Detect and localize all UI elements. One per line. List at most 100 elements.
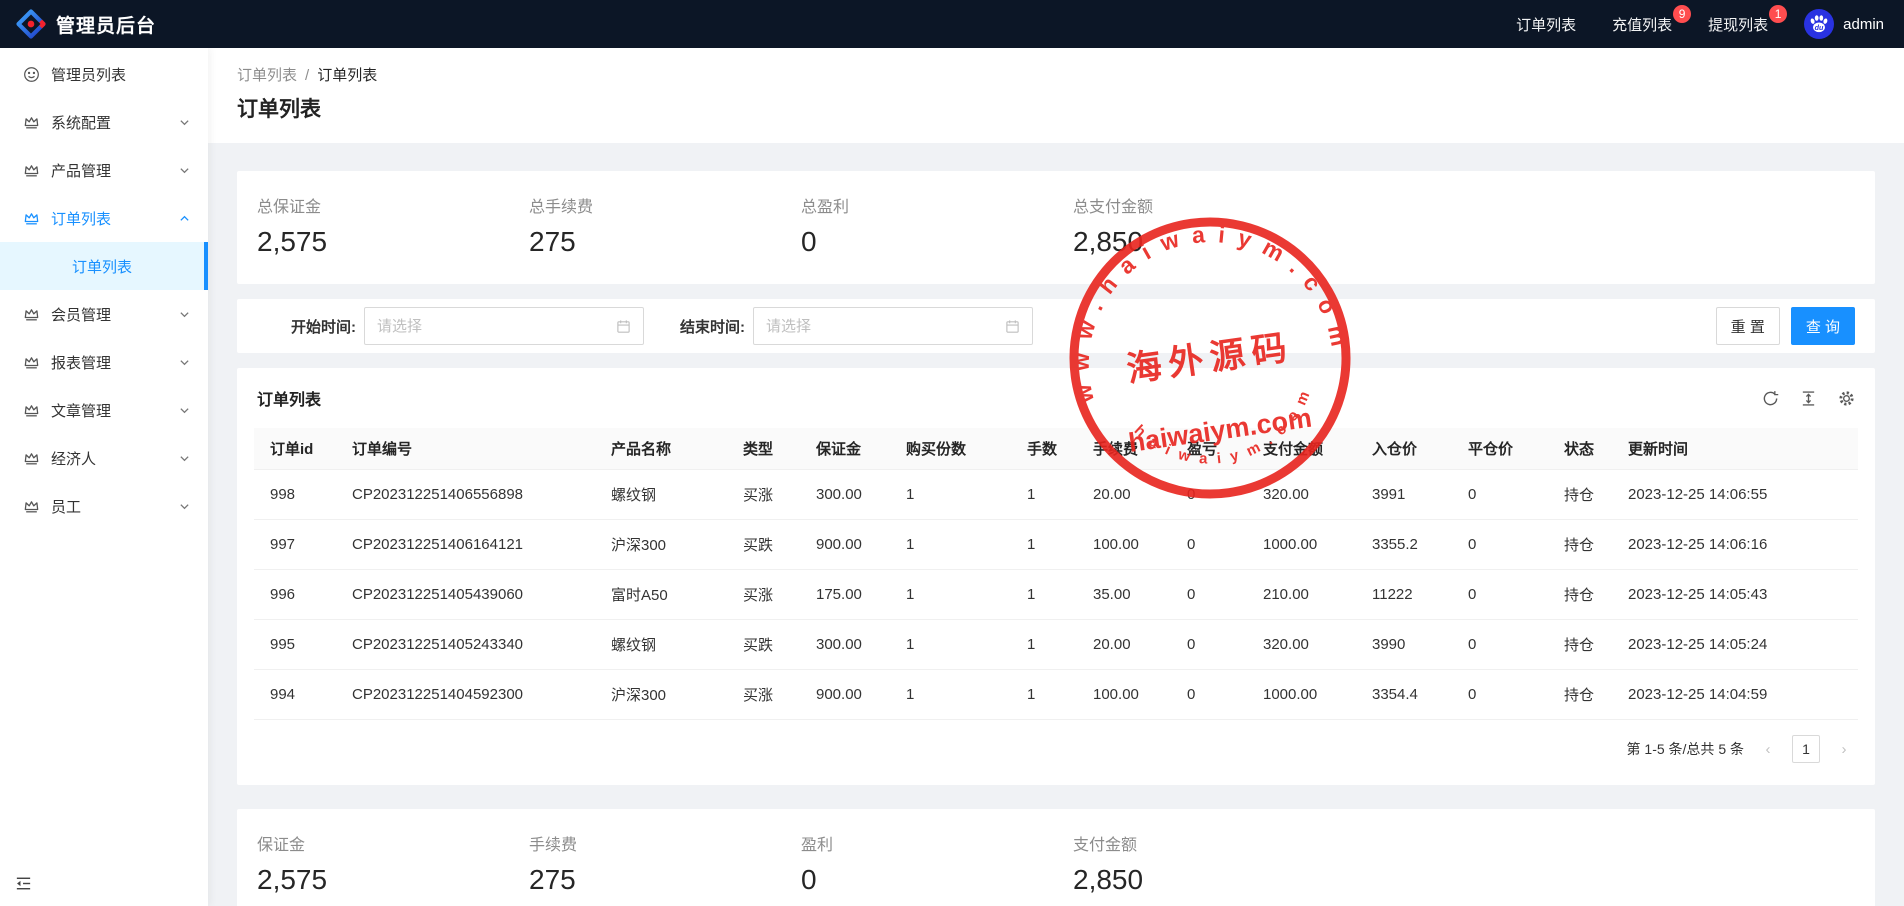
stat-label: 支付金额: [1073, 837, 1138, 854]
filter-bar: 开始时间: 结束时间: 重 置 查 询: [237, 299, 1875, 353]
nav-item-recharge-list[interactable]: 充值列表 9: [1612, 4, 1692, 35]
pagination: 第 1-5 条/总共 5 条 ‹ 1 ›: [237, 720, 1875, 781]
smiley-icon: [23, 66, 40, 83]
table-cell: 买涨: [727, 569, 800, 620]
sidebar-item-admin-list[interactable]: 管理员列表: [0, 50, 208, 98]
menu-fold-icon[interactable]: [14, 874, 33, 898]
stat-label: 总保证金: [257, 199, 322, 216]
orders-card-header: 订单列表: [237, 368, 1875, 428]
table-cell: 1000.00: [1247, 669, 1356, 720]
user-menu[interactable]: du admin: [1804, 9, 1884, 39]
stat-value: 2,575: [257, 226, 328, 257]
end-time-label: 结束时间:: [680, 318, 745, 336]
calendar-icon[interactable]: [616, 319, 631, 334]
table-cell: 3990: [1356, 619, 1452, 670]
refresh-icon[interactable]: [1762, 390, 1779, 407]
sidebar-item-staff[interactable]: 员工: [0, 482, 208, 530]
top-stats-card: 总保证金 2,575 总手续费 275 总盈利 0 总支付金额 2,850: [237, 171, 1875, 284]
column-header: 盈亏: [1171, 428, 1247, 470]
search-button[interactable]: 查 询: [1790, 307, 1855, 345]
table-cell: 0: [1171, 569, 1247, 620]
sidebar-subitem-label: 订单列表: [72, 258, 133, 276]
breadcrumb-parent[interactable]: 订单列表: [237, 67, 298, 84]
column-header: 类型: [727, 428, 800, 470]
table-cell: 210.00: [1247, 569, 1356, 620]
table-cell: 买涨: [727, 669, 800, 720]
table-cell: 螺纹钢: [595, 469, 727, 520]
recharge-badge: 9: [1673, 4, 1692, 23]
chevron-up-icon: [179, 213, 190, 224]
sidebar-item-order-list[interactable]: 订单列表: [0, 194, 208, 242]
sidebar-item-report-manage[interactable]: 报表管理: [0, 338, 208, 386]
stat-label: 总盈利: [801, 199, 850, 216]
sidebar-item-broker[interactable]: 经济人: [0, 434, 208, 482]
column-header: 购买份数: [890, 428, 1011, 470]
table-cell: 1: [1011, 669, 1077, 720]
table-cell: 1: [890, 619, 1011, 670]
column-header: 更新时间: [1612, 428, 1858, 470]
stat-value: 275: [529, 226, 576, 257]
settings-gear-icon[interactable]: [1838, 390, 1855, 407]
sidebar-item-member-manage[interactable]: 会员管理: [0, 290, 208, 338]
sidebar-subitem-order-list[interactable]: 订单列表: [0, 242, 208, 290]
crown-icon: [23, 354, 40, 371]
chevron-down-icon: [179, 405, 190, 416]
table-cell: 1: [1011, 569, 1077, 620]
table-cell: 2023-12-25 14:06:55: [1612, 469, 1858, 520]
sidebar-item-label: 管理员列表: [51, 66, 127, 84]
sidebar-item-label: 产品管理: [51, 162, 112, 180]
end-date-input[interactable]: [766, 317, 1005, 335]
table-row: 998 CP202312251406556898 螺纹钢 买涨 300.00 1…: [254, 469, 1858, 520]
sidebar-item-system-config[interactable]: 系统配置: [0, 98, 208, 146]
table-cell: 沪深300: [595, 519, 727, 570]
table-cell: 320.00: [1247, 619, 1356, 670]
reset-button[interactable]: 重 置: [1715, 307, 1780, 345]
table-cell: 0: [1171, 469, 1247, 520]
stat-value: 0: [801, 226, 817, 257]
stat-label: 总支付金额: [1073, 199, 1154, 216]
table-cell: 300.00: [800, 469, 890, 520]
stat-margin: 保证金 2,575: [257, 831, 529, 896]
crown-icon: [23, 306, 40, 323]
column-header: 手数: [1011, 428, 1077, 470]
stat-value: 275: [529, 864, 576, 895]
table-row: 994 CP202312251404592300 沪深300 买涨 900.00…: [254, 669, 1858, 720]
page-number[interactable]: 1: [1792, 735, 1820, 763]
table-cell: 2023-12-25 14:05:43: [1612, 569, 1858, 620]
next-page-arrow[interactable]: ›: [1841, 740, 1847, 758]
end-date-picker[interactable]: [753, 307, 1033, 345]
crown-icon: [23, 210, 40, 227]
table-cell: 996: [254, 569, 336, 620]
sidebar: 管理员列表 系统配置 产品管理 订单列表 订单列表: [0, 48, 208, 906]
brand: 管理员后台: [0, 9, 156, 39]
column-header: 支付金额: [1247, 428, 1356, 470]
table-cell: 1000.00: [1247, 519, 1356, 570]
stat-total-fee: 总手续费 275: [529, 193, 801, 258]
prev-page-arrow[interactable]: ‹: [1765, 740, 1771, 758]
start-date-input[interactable]: [377, 317, 616, 335]
breadcrumb-separator: /: [305, 67, 310, 84]
page-header: 订单列表 / 订单列表 订单列表: [208, 48, 1904, 143]
avatar: du: [1804, 9, 1835, 39]
stat-label: 盈利: [801, 837, 834, 854]
table-cell: CP202312251405243340: [336, 619, 595, 670]
calendar-icon[interactable]: [1005, 319, 1020, 334]
table-cell: 0: [1452, 519, 1548, 570]
column-header: 状态: [1548, 428, 1612, 470]
crown-icon: [23, 162, 40, 179]
nav-item-withdraw-list[interactable]: 提现列表 1: [1708, 4, 1788, 35]
table-cell: 2023-12-25 14:05:24: [1612, 619, 1858, 670]
table-cell: 0: [1452, 669, 1548, 720]
row-height-icon[interactable]: [1800, 390, 1817, 407]
table-cell: 20.00: [1077, 469, 1171, 520]
start-date-picker[interactable]: [364, 307, 644, 345]
chevron-down-icon: [179, 309, 190, 320]
table-cell: 3991: [1356, 469, 1452, 520]
chevron-down-icon: [179, 453, 190, 464]
stat-total-profit: 总盈利 0: [801, 193, 1073, 258]
sidebar-item-article-manage[interactable]: 文章管理: [0, 386, 208, 434]
table-row: 995 CP202312251405243340 螺纹钢 买跌 300.00 1…: [254, 619, 1858, 670]
nav-item-order-list[interactable]: 订单列表: [1516, 16, 1577, 34]
sidebar-item-product-manage[interactable]: 产品管理: [0, 146, 208, 194]
column-header: 保证金: [800, 428, 890, 470]
